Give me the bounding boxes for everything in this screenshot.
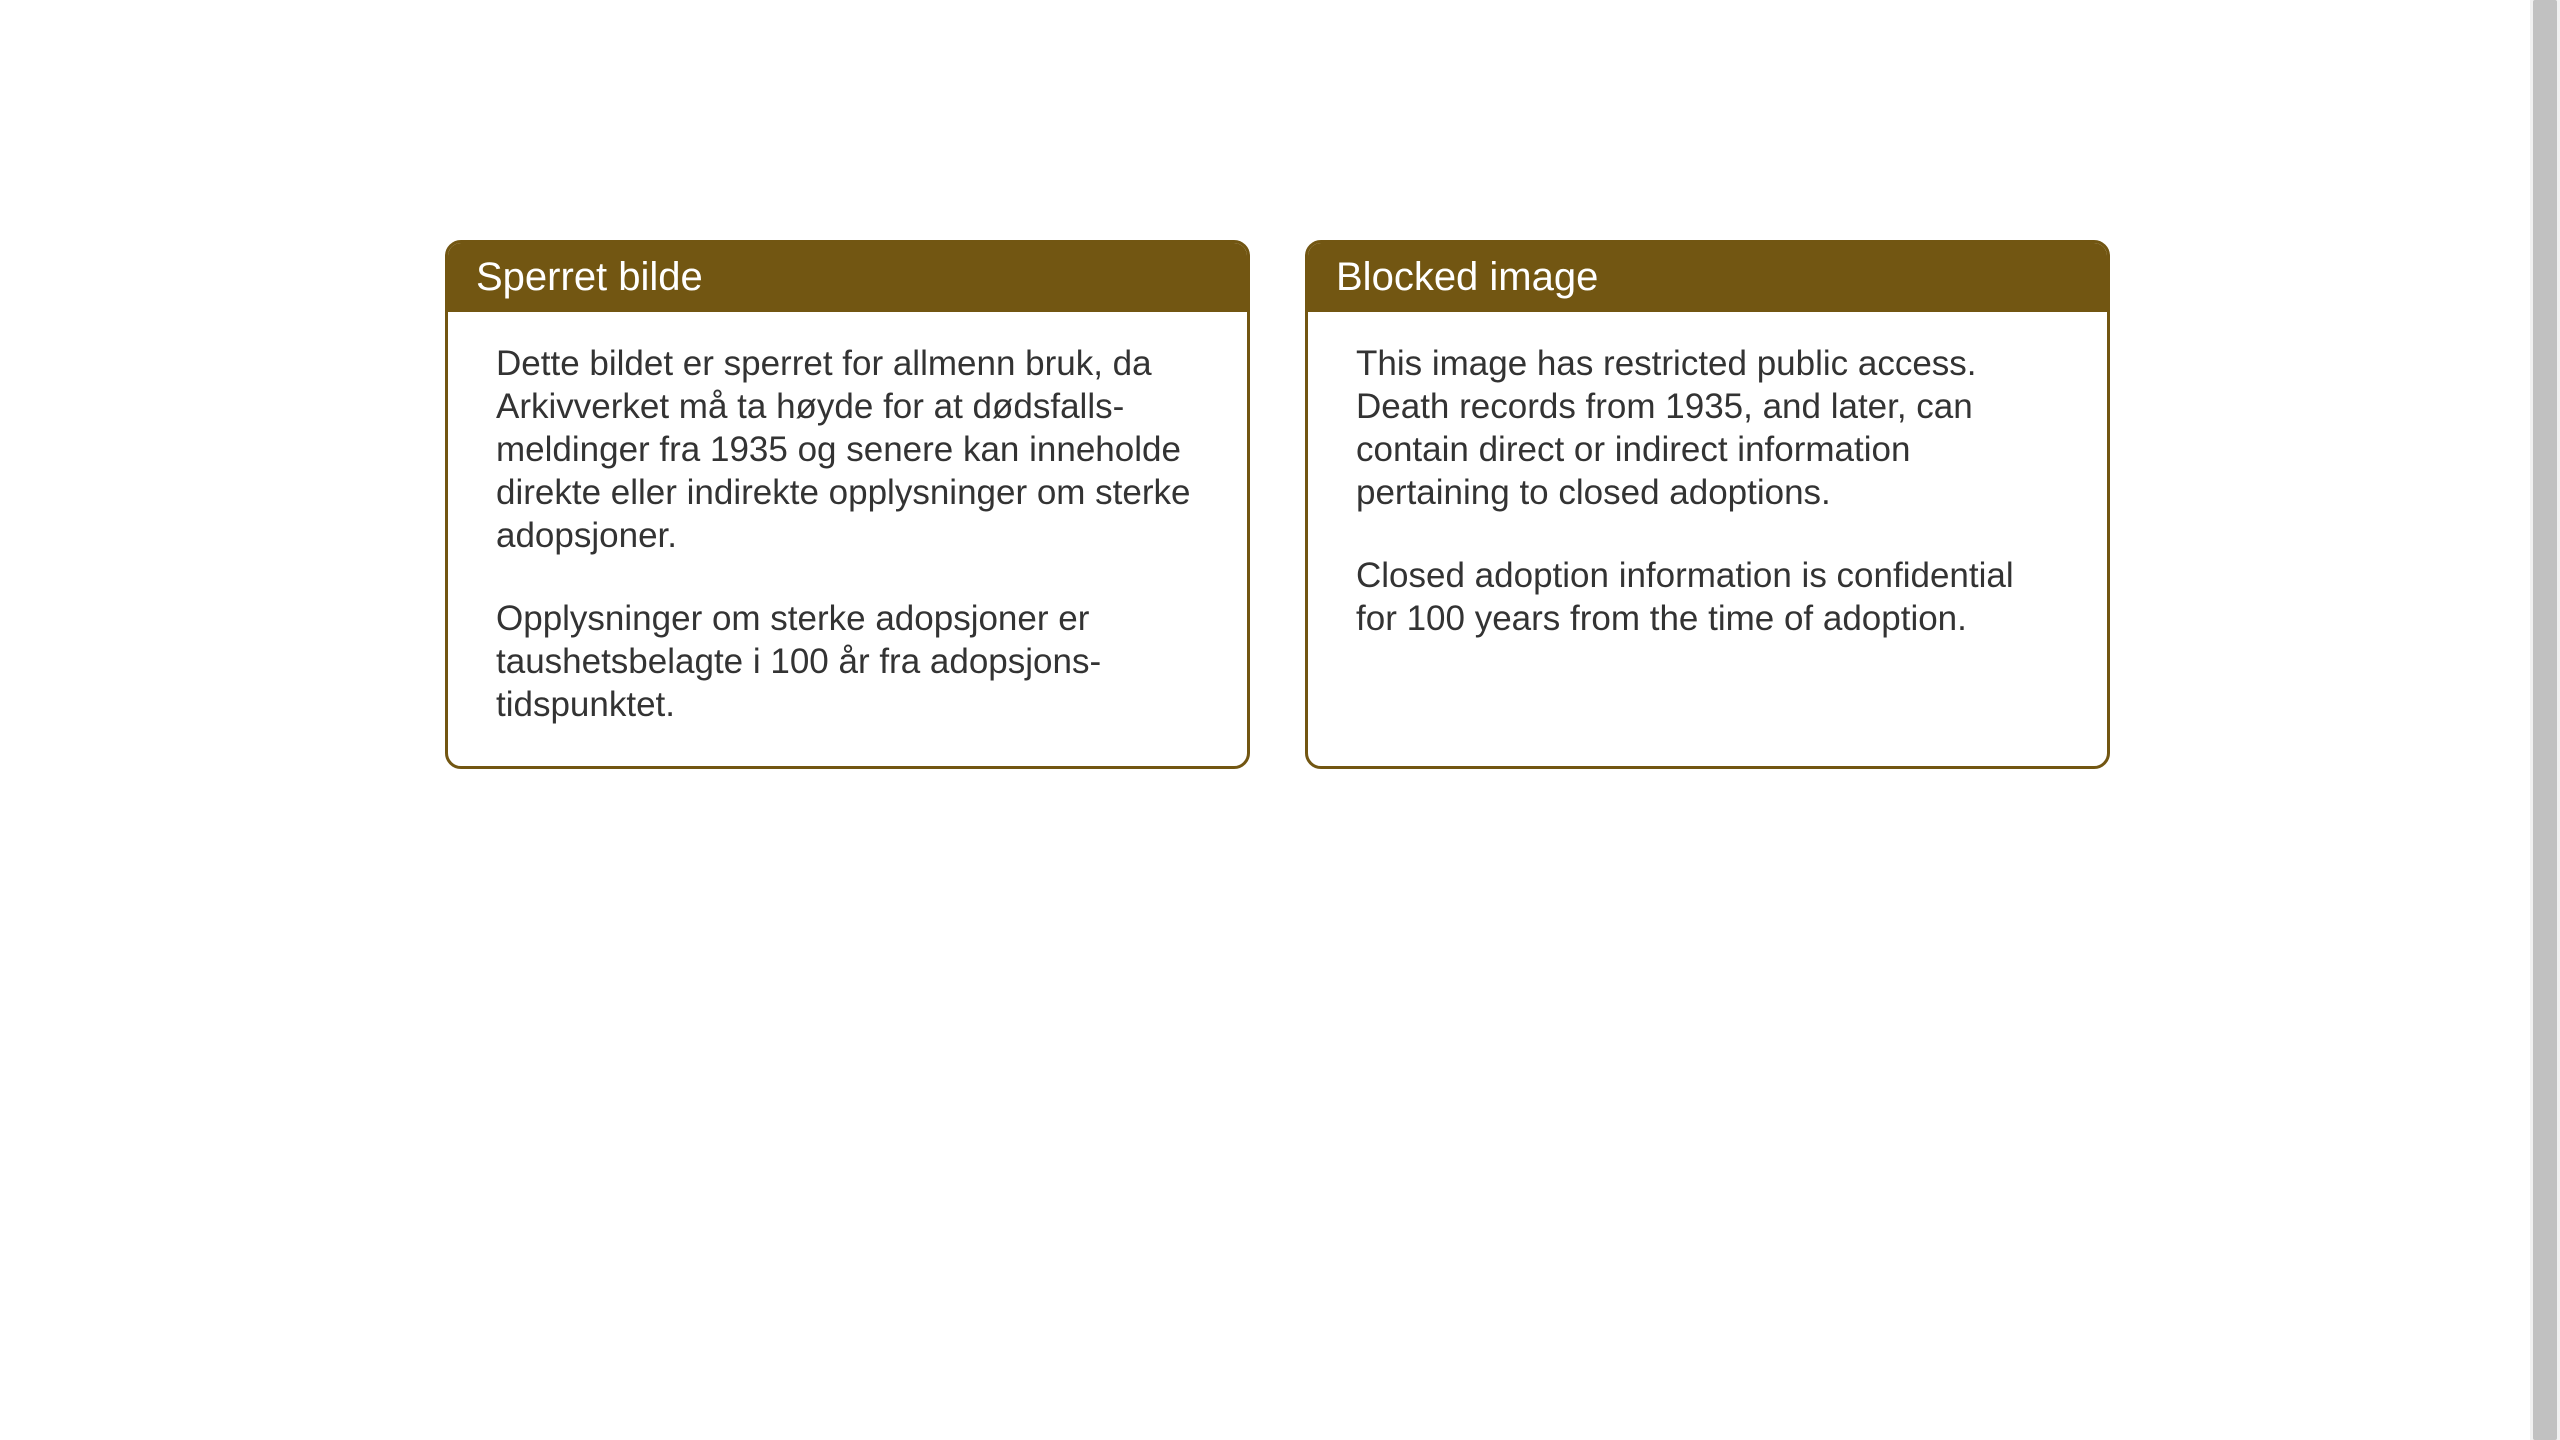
notice-paragraph-1-english: This image has restricted public access.… [1356, 342, 2059, 514]
notice-box-norwegian: Sperret bilde Dette bildet er sperret fo… [445, 240, 1250, 769]
notice-body-english: This image has restricted public access.… [1308, 312, 2107, 680]
notice-body-norwegian: Dette bildet er sperret for allmenn bruk… [448, 312, 1247, 766]
notice-header-english: Blocked image [1308, 243, 2107, 312]
notice-box-english: Blocked image This image has restricted … [1305, 240, 2110, 769]
notice-paragraph-2-english: Closed adoption information is confident… [1356, 554, 2059, 640]
scrollbar-thumb[interactable] [2533, 0, 2557, 1440]
vertical-scrollbar[interactable] [2530, 0, 2560, 1440]
notice-paragraph-1-norwegian: Dette bildet er sperret for allmenn bruk… [496, 342, 1199, 557]
notice-container: Sperret bilde Dette bildet er sperret fo… [445, 240, 2110, 769]
notice-header-norwegian: Sperret bilde [448, 243, 1247, 312]
notice-title-english: Blocked image [1336, 255, 1598, 299]
notice-paragraph-2-norwegian: Opplysninger om sterke adopsjoner er tau… [496, 597, 1199, 726]
notice-title-norwegian: Sperret bilde [476, 255, 703, 299]
